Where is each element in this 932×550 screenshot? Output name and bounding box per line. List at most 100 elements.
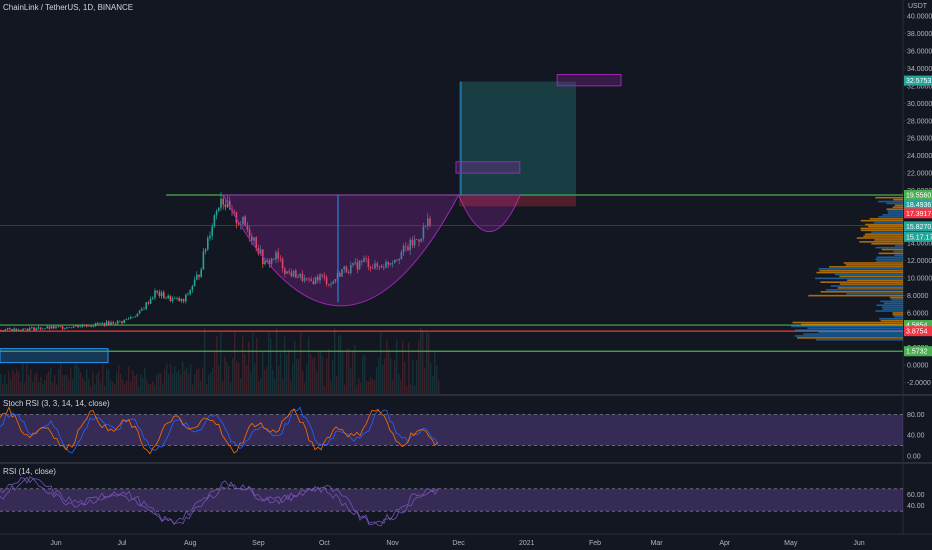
volume-bar [220, 332, 222, 394]
candle-body [229, 200, 231, 210]
candle-body [11, 329, 13, 331]
candle-body [281, 258, 284, 269]
candle-body [270, 258, 273, 265]
candle-body [387, 261, 389, 265]
volume-bar [272, 369, 274, 394]
volume-bar [186, 367, 188, 394]
volume-bar [324, 385, 326, 394]
volume-bar [280, 352, 282, 394]
volume-bar [248, 342, 250, 394]
volume-profile-bar [816, 271, 903, 274]
candle-body [372, 268, 374, 269]
volume-bar [394, 360, 396, 394]
volume-bar [308, 337, 310, 394]
candle-body [411, 239, 414, 246]
volume-profile-bar [874, 239, 903, 241]
candle-body [343, 266, 345, 270]
candle-body [224, 204, 227, 208]
candle-body [358, 260, 361, 270]
rsi-tick-label: 40.00 [907, 503, 925, 510]
candle-body [92, 325, 95, 327]
candle-body [22, 328, 24, 331]
volume-profile-bar [846, 292, 903, 295]
volume-bar [200, 380, 202, 394]
price-tick-label: 10.0000 [907, 275, 932, 282]
volume-bar [314, 357, 316, 394]
candle-body [345, 266, 348, 273]
volume-profile-bar [880, 300, 903, 303]
candle-body [273, 258, 275, 260]
candle-body [59, 326, 62, 327]
volume-bar [322, 356, 324, 394]
price-tick-label: 6.0000 [907, 310, 929, 317]
candle-body [198, 274, 200, 277]
stoch-rsi-line [0, 406, 439, 454]
volume-bar [294, 340, 296, 394]
price-axis[interactable]: 40.0000 38.0000 36.0000 34.0000 32.0000 30.00… [903, 14, 932, 388]
price-tag-label: 17.3917 [906, 211, 931, 218]
volume-bar [148, 384, 150, 394]
price-tag-label: 1.5732 [906, 349, 928, 356]
candle-body [13, 328, 15, 331]
volume-bar [368, 381, 370, 394]
volume-bar [4, 374, 6, 394]
rsi-pane[interactable]: 60.00 40.00 [0, 476, 925, 527]
volume-profile-bar [875, 246, 903, 249]
candle-body [334, 279, 337, 282]
stoch-rsi-pane[interactable]: 80.00 40.00 0.00 [0, 405, 925, 461]
volume-bar [352, 350, 354, 394]
volume-bar [206, 383, 208, 394]
candle-body [39, 327, 42, 330]
volume-bar [146, 379, 148, 394]
candle-body [9, 328, 11, 330]
volume-bar [78, 367, 80, 394]
candle-body [402, 246, 405, 253]
volume-profile-bar [865, 223, 903, 226]
volume-profile-bar [882, 214, 903, 216]
volume-bar [6, 384, 8, 394]
candle-body [189, 289, 191, 295]
candle-body [400, 252, 403, 260]
rsi-title: RSI (14, close) [3, 467, 56, 476]
candle-body [391, 262, 394, 264]
volume-profile-bar [839, 283, 903, 285]
candle-body [4, 329, 7, 331]
candle-body [163, 292, 165, 299]
volume-bar [188, 373, 190, 394]
volume-profile-bar [879, 317, 903, 320]
price-tick-label: -2.0000 [907, 380, 931, 387]
candle-body [350, 265, 352, 274]
volume-bar [218, 365, 220, 394]
price-pane[interactable] [0, 0, 932, 535]
candle-body [286, 271, 288, 274]
volume-profile-bar [894, 254, 903, 257]
volume-bar [226, 361, 228, 394]
volume-bar [274, 378, 276, 394]
volume-profile-bar [876, 260, 903, 262]
volume-bar [422, 330, 424, 394]
candle-body [86, 325, 88, 327]
currency-label: USDT [908, 3, 928, 10]
volume-profile-bar [837, 287, 903, 289]
volume-profile-bar [820, 290, 903, 293]
volume-bar [110, 380, 112, 394]
volume-bar [372, 379, 374, 394]
volume-profile-bar [863, 235, 903, 237]
volume-bar [430, 362, 432, 394]
volume-bar [290, 380, 292, 394]
volume-profile-bar [871, 231, 903, 234]
price-tick-label: 24.0000 [907, 153, 932, 160]
candle-body [233, 211, 235, 213]
candle-body [149, 298, 152, 304]
time-axis[interactable]: Jun Jul Aug Sep Oct Nov Dec 2021 Feb Mar Apr May Jun [50, 540, 864, 547]
volume-bar [334, 328, 336, 394]
candle-body [20, 329, 22, 331]
candle-body [268, 260, 271, 265]
volume-profile-bar [889, 296, 903, 299]
volume-bar [82, 377, 84, 394]
candle-body [61, 326, 64, 329]
candle-body [325, 277, 328, 285]
position-profit-zone [459, 81, 576, 195]
candle-body [361, 260, 363, 262]
